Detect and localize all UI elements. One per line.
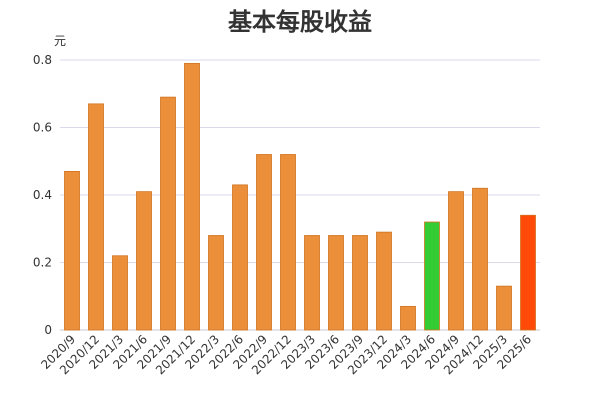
y-tick-label: 0.6 bbox=[33, 121, 52, 135]
bar-2021-6 bbox=[136, 191, 152, 331]
bar-2025-3 bbox=[496, 285, 512, 331]
bar-2022-3 bbox=[208, 235, 224, 331]
y-unit-label: 元 bbox=[54, 34, 67, 48]
y-tick-label: 0.4 bbox=[33, 188, 52, 202]
bar-2023-12 bbox=[376, 231, 392, 331]
bar-2020-9 bbox=[64, 170, 80, 331]
y-tick-label: 0.2 bbox=[33, 256, 52, 270]
bar-2024-9 bbox=[448, 191, 464, 331]
bar-2022-9 bbox=[256, 154, 272, 331]
bar-2024-12 bbox=[472, 187, 488, 331]
bar-2023-6 bbox=[328, 235, 344, 331]
bar-2024-6 bbox=[424, 221, 440, 331]
bar-2022-12 bbox=[280, 154, 296, 331]
bar-2021-12 bbox=[184, 62, 200, 331]
bar-2023-9 bbox=[352, 235, 368, 331]
bar-2025-6 bbox=[520, 214, 536, 331]
bar-2020-12 bbox=[88, 103, 104, 331]
bar-2021-3 bbox=[112, 255, 128, 331]
bar-2022-6 bbox=[232, 184, 248, 331]
bar-2023-3 bbox=[304, 235, 320, 331]
y-tick-label: 0 bbox=[44, 323, 52, 337]
chart-title: 基本每股收益 bbox=[228, 8, 372, 36]
y-tick-label: 0.8 bbox=[33, 53, 52, 67]
bar-2021-9 bbox=[160, 96, 176, 331]
bar-2024-3 bbox=[400, 305, 416, 331]
